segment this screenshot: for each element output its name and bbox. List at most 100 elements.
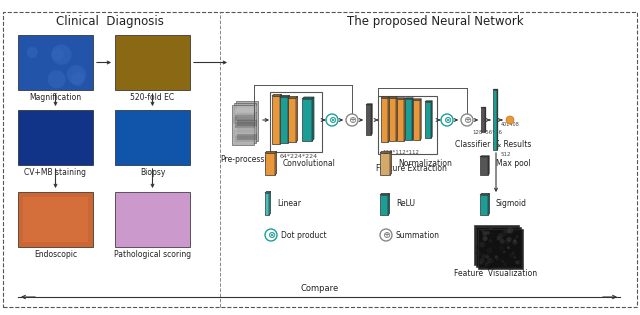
Text: ⊗: ⊗ — [328, 115, 336, 125]
Bar — [235, 108, 255, 114]
Bar — [474, 225, 519, 265]
Polygon shape — [288, 98, 296, 142]
Text: 128*56*56: 128*56*56 — [472, 129, 502, 135]
Text: ⊕: ⊕ — [463, 115, 471, 125]
Circle shape — [504, 249, 507, 252]
Polygon shape — [397, 99, 404, 141]
Polygon shape — [380, 153, 390, 175]
Polygon shape — [390, 152, 392, 175]
Circle shape — [488, 257, 492, 260]
Circle shape — [503, 249, 509, 255]
Circle shape — [486, 248, 488, 250]
Circle shape — [476, 258, 477, 261]
Circle shape — [485, 228, 487, 230]
Text: Normalization: Normalization — [398, 159, 452, 169]
Circle shape — [441, 114, 453, 126]
Bar — [233, 124, 253, 130]
Circle shape — [515, 261, 517, 263]
Bar — [115, 110, 190, 165]
Text: Pathological scoring: Pathological scoring — [114, 250, 191, 259]
Circle shape — [488, 234, 492, 238]
Circle shape — [494, 246, 500, 252]
Polygon shape — [312, 97, 314, 141]
Polygon shape — [302, 97, 314, 99]
Circle shape — [505, 236, 510, 242]
Circle shape — [481, 247, 484, 249]
Circle shape — [499, 233, 502, 236]
Circle shape — [483, 229, 486, 232]
Circle shape — [500, 235, 506, 241]
Bar — [23, 197, 88, 242]
Bar — [237, 127, 257, 133]
Text: Endoscopic: Endoscopic — [34, 250, 77, 259]
Polygon shape — [371, 104, 372, 135]
Polygon shape — [265, 152, 276, 153]
Circle shape — [490, 253, 492, 255]
Text: Convolutional: Convolutional — [283, 159, 336, 169]
Bar — [235, 129, 255, 135]
Text: Linear: Linear — [277, 199, 301, 209]
Bar — [235, 115, 255, 121]
Circle shape — [265, 229, 277, 241]
Text: 64*224*224: 64*224*224 — [280, 154, 318, 159]
Polygon shape — [380, 195, 388, 215]
Text: The proposed Neural Network: The proposed Neural Network — [347, 15, 524, 28]
Polygon shape — [412, 98, 413, 140]
Text: 520-fold EC: 520-fold EC — [131, 93, 175, 102]
Circle shape — [506, 116, 514, 124]
Polygon shape — [269, 192, 271, 215]
Circle shape — [47, 67, 59, 79]
Circle shape — [484, 265, 489, 269]
Circle shape — [488, 252, 493, 257]
Text: Feature Extraction: Feature Extraction — [376, 164, 447, 173]
Circle shape — [502, 262, 508, 267]
Circle shape — [508, 242, 514, 248]
Circle shape — [480, 255, 486, 261]
Circle shape — [502, 238, 507, 243]
Circle shape — [511, 249, 516, 254]
Polygon shape — [493, 90, 497, 150]
Text: Clinical  Diagnosis: Clinical Diagnosis — [56, 15, 164, 28]
Circle shape — [500, 249, 505, 254]
Polygon shape — [396, 97, 397, 141]
Circle shape — [479, 233, 481, 235]
Bar — [234, 103, 256, 143]
Bar — [236, 101, 258, 141]
Circle shape — [489, 247, 493, 251]
Circle shape — [42, 46, 51, 55]
Text: ⊕: ⊕ — [382, 230, 390, 240]
Polygon shape — [397, 98, 405, 99]
Polygon shape — [381, 98, 388, 142]
Circle shape — [493, 259, 499, 265]
Bar — [18, 35, 93, 90]
Circle shape — [485, 245, 490, 250]
Polygon shape — [497, 89, 498, 150]
Circle shape — [499, 239, 504, 244]
Polygon shape — [404, 98, 405, 141]
Polygon shape — [389, 97, 397, 98]
Polygon shape — [265, 193, 269, 215]
Text: ReLU: ReLU — [396, 199, 415, 209]
Circle shape — [504, 259, 509, 264]
Circle shape — [516, 238, 519, 241]
Bar — [237, 113, 257, 119]
Circle shape — [518, 239, 522, 243]
Polygon shape — [366, 105, 371, 135]
Text: 128*112*112: 128*112*112 — [383, 150, 419, 155]
Circle shape — [326, 114, 338, 126]
Bar — [237, 134, 257, 140]
Polygon shape — [280, 94, 282, 144]
Text: Compare: Compare — [301, 284, 339, 293]
Bar — [115, 35, 190, 90]
Polygon shape — [380, 152, 392, 153]
Circle shape — [491, 247, 495, 252]
Text: Feature  Visualization: Feature Visualization — [454, 269, 538, 278]
Polygon shape — [425, 102, 431, 138]
Circle shape — [514, 264, 519, 269]
Circle shape — [500, 240, 503, 242]
Polygon shape — [480, 156, 489, 157]
Bar — [235, 136, 255, 142]
Bar — [237, 120, 257, 126]
Bar — [233, 138, 253, 144]
Polygon shape — [272, 96, 280, 144]
